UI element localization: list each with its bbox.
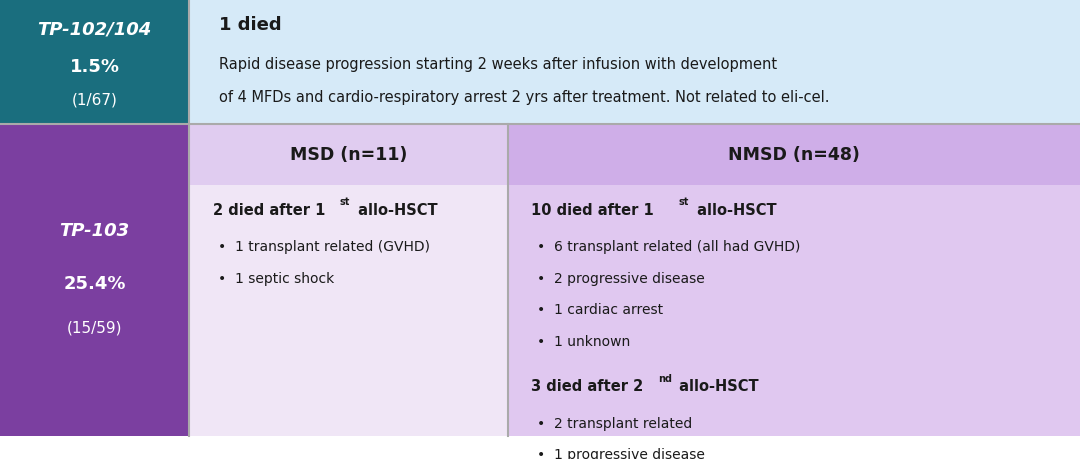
Text: nd: nd	[658, 373, 672, 383]
Text: of 4 MFDs and cardio-respiratory arrest 2 yrs after treatment. Not related to el: of 4 MFDs and cardio-respiratory arrest …	[219, 90, 829, 105]
Text: 2 died after 1: 2 died after 1	[213, 203, 325, 218]
Text: 25.4%: 25.4%	[64, 274, 125, 292]
Text: NMSD (n=48): NMSD (n=48)	[728, 146, 860, 164]
Text: (15/59): (15/59)	[67, 320, 122, 335]
Text: MSD (n=11): MSD (n=11)	[289, 146, 407, 164]
Text: •  1 cardiac arrest: • 1 cardiac arrest	[537, 302, 663, 317]
FancyBboxPatch shape	[508, 124, 1080, 185]
Text: •  6 transplant related (all had GVHD): • 6 transplant related (all had GVHD)	[537, 240, 800, 254]
Text: •  2 progressive disease: • 2 progressive disease	[537, 271, 704, 285]
Text: 10 died after 1: 10 died after 1	[531, 203, 654, 218]
FancyBboxPatch shape	[189, 0, 1080, 124]
Text: st: st	[339, 197, 350, 207]
Text: •  1 septic shock: • 1 septic shock	[218, 271, 335, 285]
Text: 1 died: 1 died	[219, 16, 282, 34]
Text: allo-HSCT: allo-HSCT	[353, 203, 437, 218]
Text: st: st	[678, 197, 689, 207]
Text: 3 died after 2: 3 died after 2	[531, 379, 644, 393]
Text: Rapid disease progression starting 2 weeks after infusion with development: Rapid disease progression starting 2 wee…	[219, 57, 778, 72]
FancyBboxPatch shape	[189, 124, 508, 185]
Text: TP-102/104: TP-102/104	[38, 21, 151, 39]
Text: •  1 transplant related (GVHD): • 1 transplant related (GVHD)	[218, 240, 430, 254]
Text: TP-103: TP-103	[59, 222, 130, 240]
Text: •  1 progressive disease: • 1 progressive disease	[537, 447, 704, 459]
Text: allo-HSCT: allo-HSCT	[692, 203, 777, 218]
Text: (1/67): (1/67)	[71, 92, 118, 107]
FancyBboxPatch shape	[189, 124, 508, 437]
FancyBboxPatch shape	[508, 124, 1080, 437]
Text: •  2 transplant related: • 2 transplant related	[537, 416, 692, 430]
FancyBboxPatch shape	[0, 0, 189, 124]
FancyBboxPatch shape	[0, 124, 189, 437]
Text: allo-HSCT: allo-HSCT	[674, 379, 758, 393]
Text: 1.5%: 1.5%	[69, 58, 120, 76]
Text: •  1 unknown: • 1 unknown	[537, 334, 630, 348]
